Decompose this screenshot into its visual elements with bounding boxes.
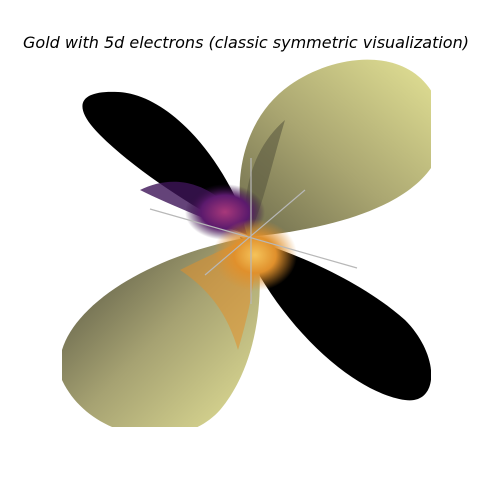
plot-title: Gold with 5d electrons (classic symmetri… bbox=[23, 33, 469, 52]
lobe-lower-right bbox=[240, 237, 431, 401]
core-warm-glow bbox=[213, 219, 297, 291]
axis-line-horizontal bbox=[149, 208, 358, 269]
lobe-upper-right bbox=[239, 59, 431, 237]
axis-line-diagonal bbox=[204, 189, 306, 276]
axes-lines bbox=[149, 158, 358, 304]
lobes-group bbox=[62, 59, 431, 427]
